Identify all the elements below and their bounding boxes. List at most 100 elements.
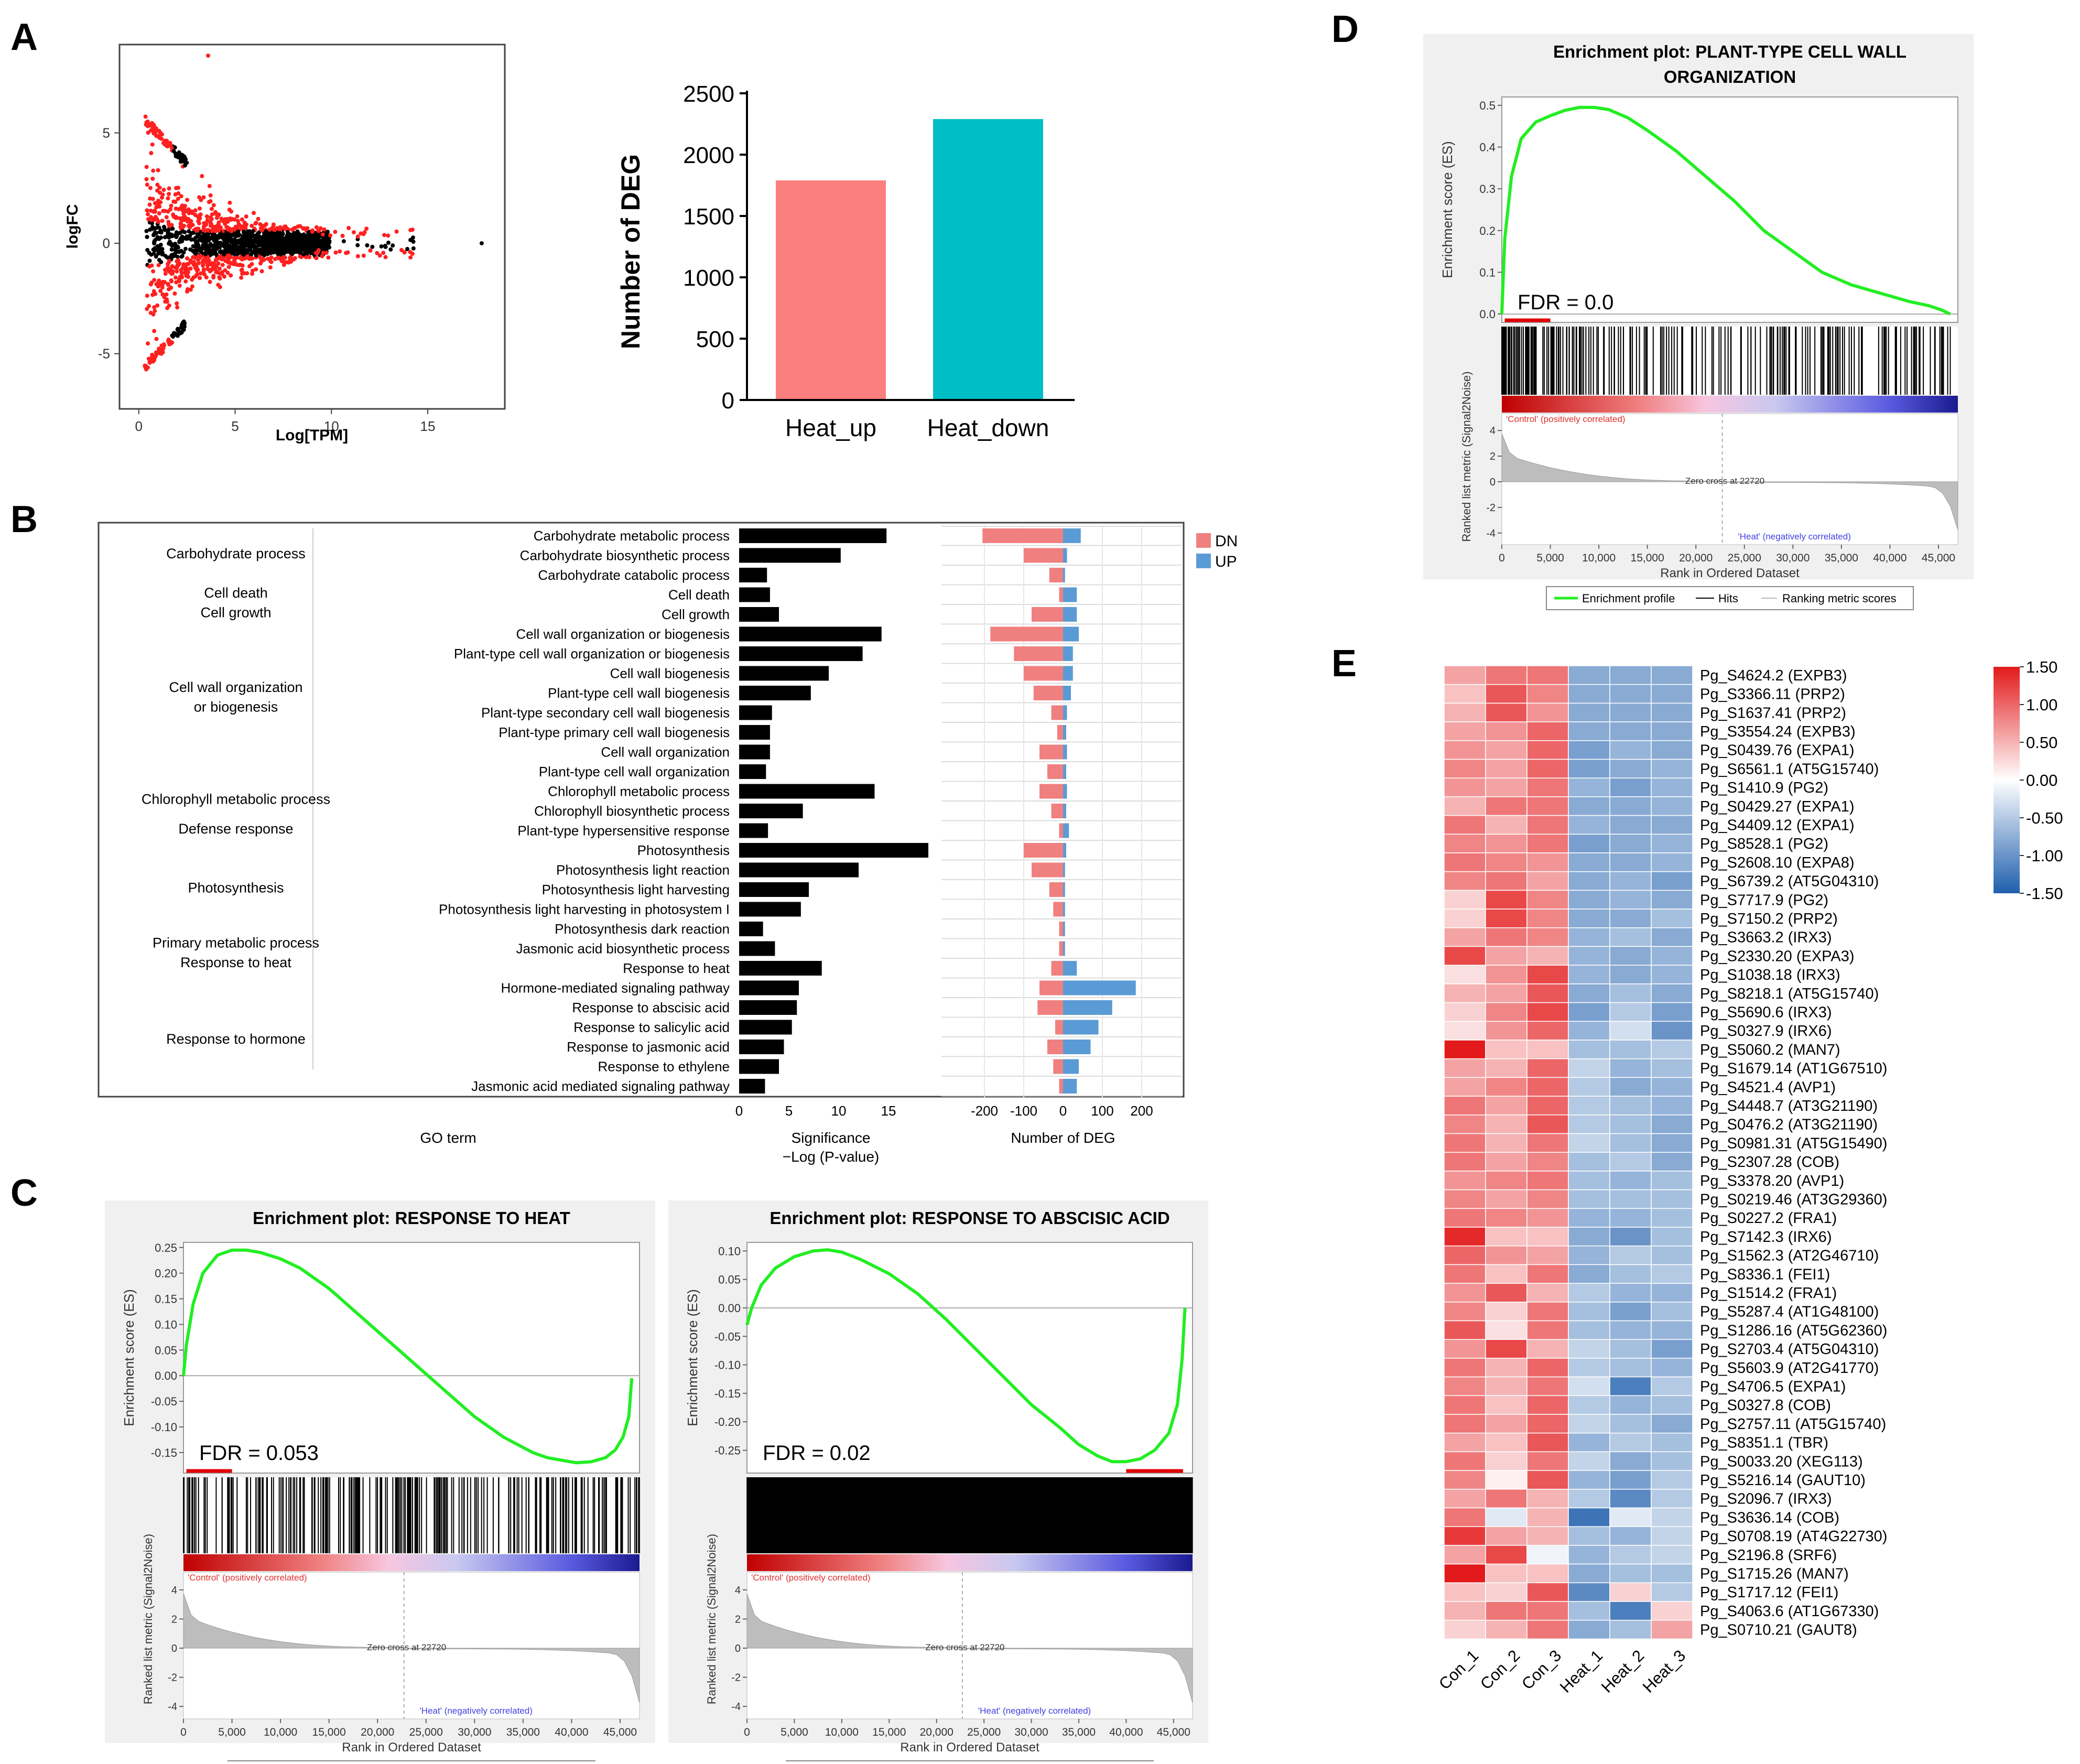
ma-point (370, 244, 375, 249)
ma-point-significant (146, 341, 150, 346)
ma-point-significant (168, 267, 172, 272)
ma-point (341, 239, 346, 244)
ma-point-significant (240, 217, 244, 222)
ma-plot-x-ticks: 0 5 10 15 (135, 409, 435, 434)
heatmap-cell (1568, 1339, 1610, 1359)
ma-point-significant (185, 256, 189, 261)
heatmap-cell (1651, 1619, 1693, 1640)
heatmap-row-label: Pg_S5287.4 (AT1G48100) (1700, 1304, 1879, 1321)
rank-x-tick-label: 5,000 (781, 1726, 808, 1738)
heatmap-cells (1444, 665, 1693, 1640)
go-term-label: Photosynthesis dark reaction (555, 921, 730, 937)
heatmap-cell (1609, 1021, 1652, 1041)
ma-point-significant (170, 264, 175, 268)
rank-x-tick-label: 10,000 (825, 1726, 859, 1738)
ma-point-significant (314, 225, 319, 230)
deg-tick-label: -200 (971, 1103, 998, 1119)
significance-bar (739, 568, 767, 582)
heatmap-cell (1444, 721, 1486, 741)
heatmap-cell (1444, 1171, 1486, 1191)
deg-dn-bar (1053, 902, 1063, 917)
heatmap-cell (1444, 1376, 1486, 1397)
heatmap-cell (1444, 815, 1486, 835)
heatmap-cell (1485, 1376, 1528, 1397)
heatmap-cell (1485, 1395, 1528, 1415)
heatmap-cell (1568, 890, 1610, 910)
ma-point (237, 245, 242, 250)
heatmap-cell (1485, 665, 1528, 685)
ma-point-significant (177, 284, 182, 288)
heatmap-column-label: Heat_2 (1598, 1646, 1648, 1696)
heatmap-cell (1444, 1227, 1486, 1247)
ma-point-significant (204, 275, 209, 280)
ma-point-significant (386, 233, 391, 238)
ma-point-significant (166, 196, 170, 201)
heatmap-cell (1526, 777, 1569, 797)
heatmap-cell (1444, 1133, 1486, 1153)
heatmap-cell (1444, 983, 1486, 1003)
deg-dn-bar (990, 626, 1063, 642)
heatmap-cell (1526, 684, 1569, 704)
metric-y-label: Ranked list metric (Signal2Noise) (142, 1534, 155, 1704)
rank-x-tick-label: 15,000 (1631, 552, 1664, 564)
ma-point-significant (269, 255, 274, 260)
ma-point-significant (197, 206, 202, 211)
go-term-label: Response to abscisic acid (572, 1000, 730, 1015)
ma-point (248, 253, 253, 257)
ma-point-significant (201, 195, 206, 200)
ma-point-significant (355, 234, 360, 239)
significance-tick-label: 10 (831, 1103, 847, 1119)
ma-point-significant (352, 230, 356, 235)
es-y-tick-label: 0.25 (155, 1241, 177, 1254)
heatmap-cell (1651, 834, 1693, 853)
heatmap-cell (1526, 1189, 1569, 1209)
heatmap-cell (1651, 1395, 1693, 1415)
go-term-label: Cell wall organization (601, 744, 730, 760)
heatmap-cell (1568, 1489, 1610, 1509)
ma-point (209, 253, 213, 257)
ma-point-significant (167, 186, 171, 191)
ma-point (162, 235, 167, 240)
ma-point (174, 230, 179, 235)
heatmap-cell (1485, 1152, 1528, 1172)
deg-up-bar (1063, 705, 1067, 720)
ma-y-tick-label: -5 (98, 346, 110, 362)
es-y-tick-label: -0.15 (151, 1446, 177, 1459)
deg-up-bar (1063, 1059, 1079, 1074)
ma-point (179, 330, 184, 335)
deg-dn-bar (1049, 568, 1063, 582)
heatmap-cell (1568, 1601, 1610, 1621)
go-term-label: Plant-type secondary cell wall biogenesi… (481, 705, 730, 721)
ma-point-significant (157, 278, 161, 283)
significance-bar (739, 666, 829, 681)
ma-point-significant (259, 269, 264, 274)
ma-point-significant (151, 218, 156, 222)
ma-point-significant (158, 288, 163, 293)
heatmap-cell (1485, 1264, 1528, 1284)
heatmap-row-labels: Pg_S4624.2 (EXPB3) Pg_S3366.11 (PRP2) Pg_S… (1700, 667, 1887, 1639)
heatmap-cell (1444, 740, 1486, 760)
deg-up-bar (1063, 961, 1077, 976)
deg-up-bar (1063, 902, 1065, 917)
ma-point (145, 248, 150, 252)
heatmap-cell (1651, 1489, 1693, 1509)
ma-point (383, 244, 387, 248)
ma-point (156, 251, 160, 256)
ma-point-significant (226, 217, 230, 221)
heatmap-cell (1485, 777, 1528, 797)
ma-point-significant (219, 217, 224, 221)
metric-y-tick-label: 2 (735, 1614, 741, 1625)
ma-point-significant (207, 200, 211, 204)
ma-point-significant (157, 211, 161, 215)
heatmap-cell (1609, 1376, 1652, 1397)
hits-panel (1502, 327, 1958, 395)
ma-point-significant (176, 263, 180, 268)
ma-point-significant (281, 259, 286, 264)
ma-point-significant (208, 193, 213, 198)
ma-point (241, 247, 246, 252)
ma-point-significant (167, 223, 172, 228)
ma-point-significant (182, 223, 186, 228)
deg-up-bar (1063, 528, 1081, 543)
heatmap-cell (1651, 1264, 1693, 1284)
heatmap-cell (1526, 1339, 1569, 1359)
